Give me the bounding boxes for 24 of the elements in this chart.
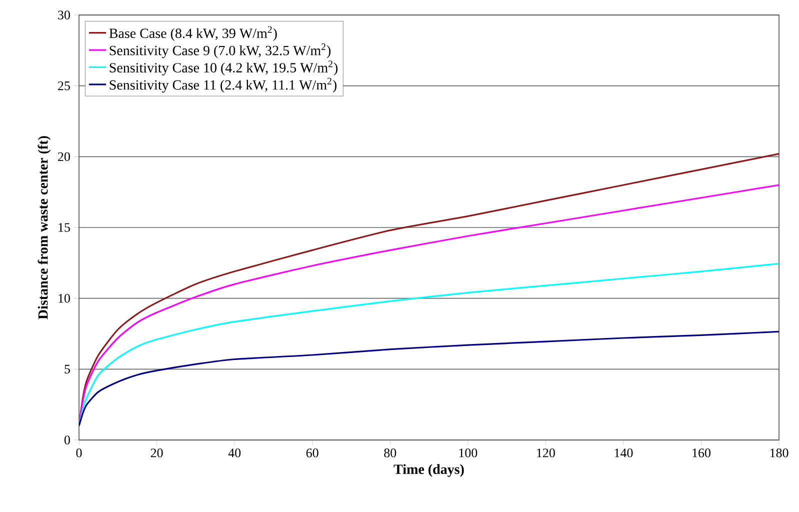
y-tick-label: 25 bbox=[58, 81, 70, 90]
legend-label: Sensitivity Case 10 (4.2 kW, 19.5 W/m$^{2}$) bbox=[110, 60, 338, 76]
x-tick-label: 160 bbox=[692, 448, 710, 458]
line-series bbox=[79, 330, 780, 427]
y-tick-label: 10 bbox=[58, 294, 70, 303]
y-tick-label: 5 bbox=[64, 364, 70, 374]
legend-label: Base Case (8.4 kW, 39 W/m$^{2}$) bbox=[109, 26, 277, 41]
x-tick-label: 20 bbox=[150, 448, 163, 458]
x-tick-label: 180 bbox=[770, 448, 788, 458]
y-tick-label: 15 bbox=[58, 223, 70, 232]
x-axis-title: Time (days) bbox=[394, 464, 464, 477]
x-tick-label: 40 bbox=[228, 448, 241, 458]
x-tick-label: 140 bbox=[614, 448, 633, 458]
y-tick-label: 30 bbox=[58, 10, 70, 20]
legend-label: Sensitivity Case 11 (2.4 kW, 11.1 W/m$^{2}$) bbox=[110, 78, 336, 93]
x-tick-label: 120 bbox=[537, 448, 555, 458]
y-tick-label: 0 bbox=[64, 436, 70, 444]
y-tick-label: 20 bbox=[58, 152, 70, 162]
x-tick-label: 100 bbox=[459, 448, 478, 458]
x-tick-label: 0 bbox=[76, 448, 82, 458]
y-axis-title: Distance from waste center (ft) bbox=[38, 136, 51, 320]
x-tick-label: 80 bbox=[384, 448, 396, 458]
x-tick-label: 60 bbox=[306, 448, 318, 458]
legend-label: Sensitivity Case 9 (7.0 kW, 32.5 W/m$^{2}$) bbox=[110, 43, 331, 58]
